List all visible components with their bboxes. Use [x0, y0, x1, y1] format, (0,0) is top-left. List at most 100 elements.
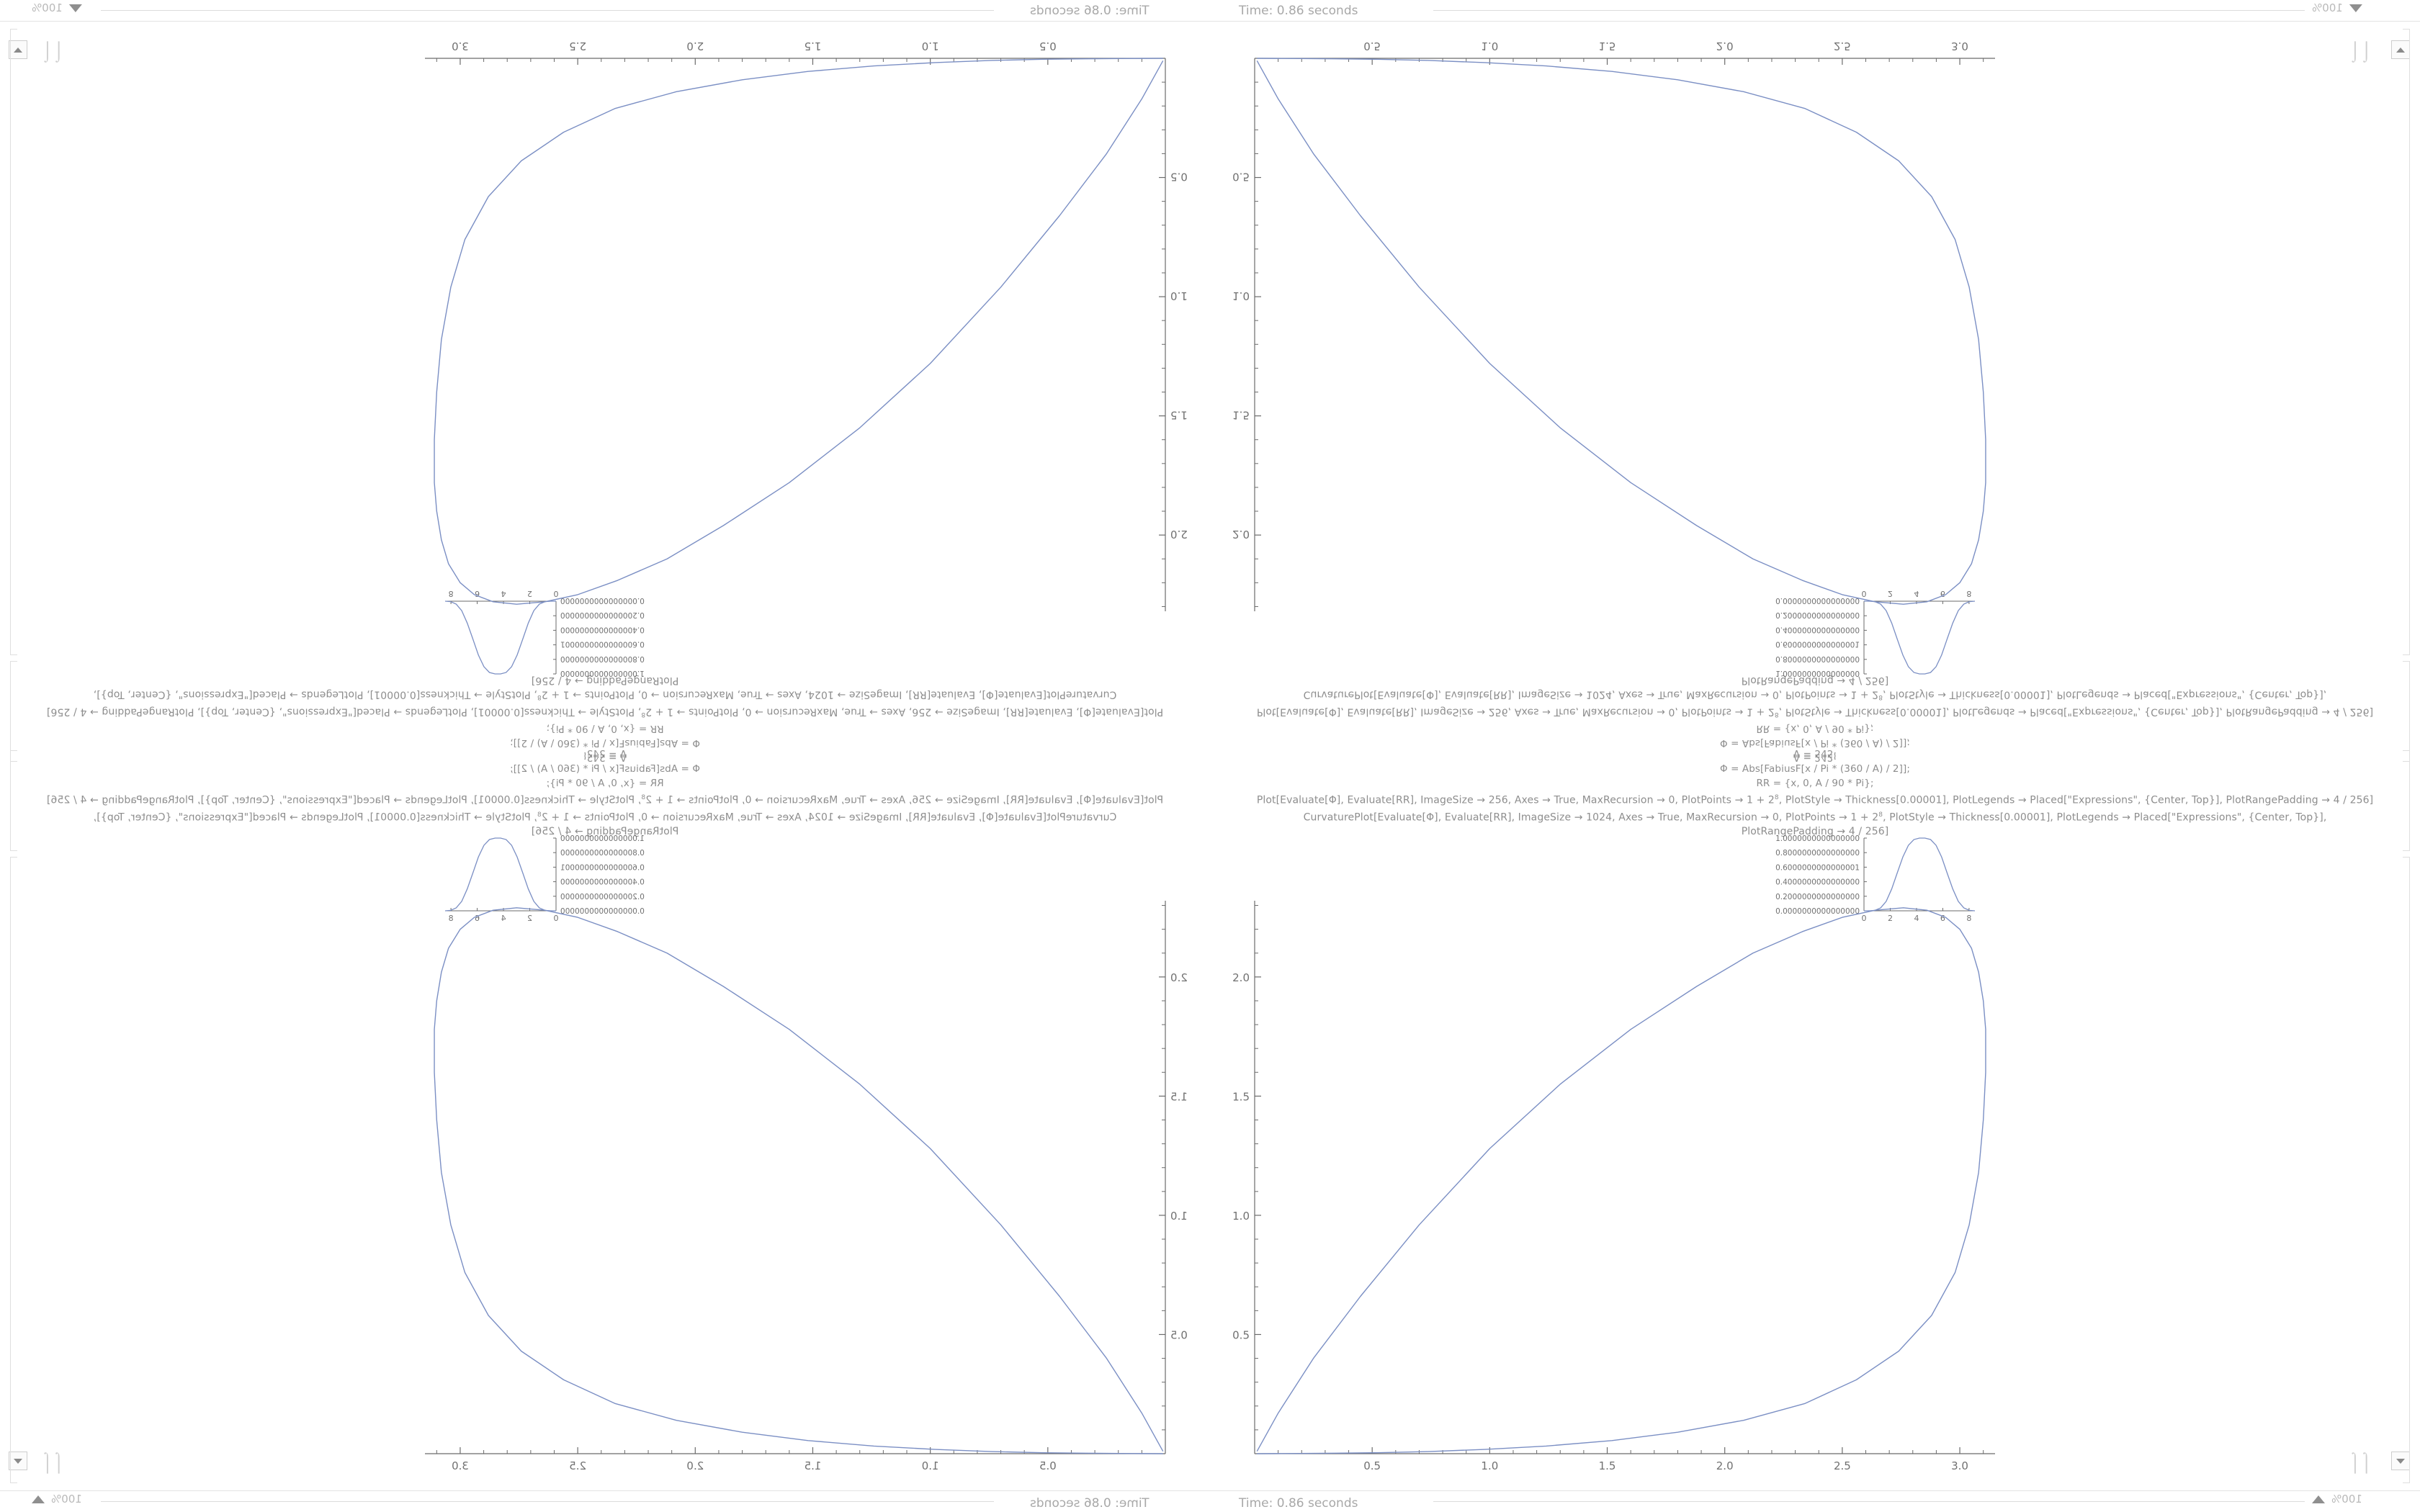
plot-y-tick-label: 1.5 — [1170, 409, 1188, 422]
inset-y-tick-label: 0.6000000000000001 — [560, 863, 645, 872]
triangle-up-icon[interactable] — [2312, 1495, 2325, 1503]
inset-x-tick-label: 8 — [1966, 914, 1971, 923]
inset-x-tick-label: 6 — [475, 914, 480, 923]
triangle-down-icon[interactable] — [14, 1458, 22, 1464]
zoom-control-bottom-left[interactable]: 100% — [32, 1493, 82, 1506]
top-chrome-bar: 100% Time: 0.86 seconds Time: 0.86 secon… — [0, 0, 2420, 22]
inset-x-tick-label: 0 — [554, 914, 559, 923]
curvature-loop-curve — [434, 907, 1164, 1454]
plot-y-tick-label: 0.5 — [1170, 1328, 1188, 1341]
plot-x-tick-label: 1.5 — [805, 1459, 822, 1472]
code-line-assign-rr: RR = {x, 0, A / 90 * Pi}; — [1756, 723, 1874, 734]
inset-fabius-plot: 0.0000000000000000 0.2000000000000000 0.40… — [439, 834, 706, 924]
inset-y-tick-label: 0.8000000000000000 — [560, 654, 645, 663]
inset-fabius-curve — [445, 837, 556, 912]
scroll-up-button-left[interactable] — [9, 40, 27, 59]
inset-x-tick-label: 2 — [527, 914, 532, 923]
triangle-down-icon[interactable] — [2396, 1458, 2405, 1464]
cell-bracket-top-right[interactable]: ⌡⌡ — [2349, 40, 2372, 61]
code-line-plot: Plot[Evaluate[Φ], Evaluate[RR], ImageSiz… — [1256, 794, 2374, 806]
zoom-level-label: 100% — [32, 1, 63, 14]
scroll-up-button-right[interactable] — [2391, 40, 2410, 59]
code-line-assign-a: A = 242; — [583, 749, 627, 760]
quadrant-top-left: A = 242; Φ = Abs[FabiusF[x / Pi * (360 /… — [0, 22, 1210, 770]
inset-y-tick-label: 1.0000000000000000 — [1775, 669, 1860, 678]
zoom-control-top-right[interactable]: 100% — [2312, 1, 2362, 14]
inset-y-tick-label: 0.8000000000000000 — [560, 849, 645, 858]
plot-y-tick-label: 0.5 — [1232, 171, 1250, 184]
chevron-down-icon[interactable] — [68, 4, 82, 12]
inset-x-tick-label: 2 — [527, 589, 532, 598]
scroll-down-button-right[interactable] — [2391, 1452, 2410, 1470]
inset-y-tick-label: 0.2000000000000000 — [1775, 611, 1860, 619]
inset-y-tick-label: 0.6000000000000001 — [560, 640, 645, 649]
plot-x-tick-label: 2.0 — [686, 40, 704, 53]
inset-y-tick-label: 0.4000000000000000 — [1775, 878, 1860, 887]
cell-bracket-top-left[interactable]: ⌡⌡ — [42, 40, 65, 61]
code-line-plot: Plot[Evaluate[Φ], Evaluate[RR], ImageSiz… — [46, 794, 1164, 806]
cell-bracket-output-1[interactable] — [2403, 750, 2410, 851]
cell-bracket-output-2[interactable] — [2403, 29, 2410, 655]
cell-bracket-output-2[interactable] — [10, 29, 17, 655]
code-cell[interactable]: A = 242; Φ = Abs[FabiusF[x / Pi * (360 /… — [1210, 747, 2420, 839]
inset-y-tick-label: 0.4000000000000000 — [560, 878, 645, 887]
inset-x-tick-label: 2 — [1888, 589, 1893, 598]
zoom-level-label: 100% — [51, 1493, 82, 1506]
inset-x-tick-label: 8 — [1966, 589, 1971, 598]
plot-x-tick-label: 0.5 — [1363, 1459, 1381, 1472]
triangle-up-icon[interactable] — [2396, 47, 2405, 53]
code-line-plotrangepadding: PlotRangePadding → 4 / 256] — [1741, 826, 1889, 838]
plot-x-tick-label: 3.0 — [1951, 40, 1968, 53]
inset-fabius-plot: 0.0000000000000000 0.2000000000000000 0.40… — [439, 588, 706, 678]
plot-x-tick-label: 1.0 — [922, 40, 939, 53]
code-line-curvatureplot: CurvaturePlot[Evaluate[Φ], Evaluate[RR],… — [93, 811, 1117, 824]
plot-y-tick-label: 1.0 — [1170, 289, 1188, 302]
plot-x-tick-label: 0.5 — [1363, 40, 1381, 53]
code-line-curvatureplot: CurvaturePlot[Evaluate[Φ], Evaluate[RR],… — [1303, 811, 2327, 824]
plot-x-tick-label: 1.5 — [805, 40, 822, 53]
plot-y-tick-label: 1.5 — [1232, 1090, 1250, 1103]
plot-y-tick-label: 2.0 — [1232, 528, 1250, 541]
plot-x-tick-label: 3.0 — [452, 40, 469, 53]
zoom-level-label: 100% — [2331, 1493, 2362, 1506]
curvature-loop-curve — [1256, 58, 1986, 605]
triangle-up-icon[interactable] — [14, 47, 22, 53]
inset-x-tick-label: 8 — [449, 589, 454, 598]
inset-y-tick-label: 0.2000000000000000 — [1775, 893, 1860, 901]
zoom-control-bottom-right[interactable]: 100% — [2312, 1493, 2362, 1506]
plot-x-tick-label: 2.5 — [569, 40, 586, 53]
inset-y-tick-label: 0.2000000000000000 — [560, 893, 645, 901]
plot-x-tick-label: 2.0 — [1716, 40, 1734, 53]
inset-y-tick-label: 0.0000000000000000 — [1775, 596, 1860, 605]
zoom-control-top-left[interactable]: 100% — [32, 1, 82, 14]
chevron-down-icon[interactable] — [2349, 4, 2362, 12]
inset-y-tick-label: 1.0000000000000000 — [560, 834, 645, 843]
plot-y-tick-label: 0.5 — [1170, 171, 1188, 184]
quadrant-bottom-left: A = 242; Φ = Abs[FabiusF[x / Pi * (360 /… — [0, 742, 1210, 1490]
inset-y-tick-label: 0.6000000000000001 — [1775, 863, 1860, 872]
cell-bracket-output-1[interactable] — [10, 750, 17, 851]
code-line-curvatureplot: CurvaturePlot[Evaluate[Φ], Evaluate[RR],… — [1303, 688, 2327, 701]
code-line-assign-rr: RR = {x, 0, A / 90 * Pi}; — [1756, 778, 1874, 789]
inset-x-tick-label: 0 — [1862, 914, 1867, 923]
bottom-chrome-bar: 100% Time: 0.86 seconds Time: 0.86 secon… — [0, 1490, 2420, 1512]
inset-y-tick-label: 0.4000000000000000 — [1775, 625, 1860, 634]
inset-y-tick-label: 0.0000000000000000 — [560, 596, 645, 605]
plot-x-tick-label: 1.5 — [1599, 40, 1616, 53]
scroll-down-button-left[interactable] — [9, 1452, 27, 1470]
cell-bracket-output-2[interactable] — [10, 857, 17, 1483]
plot-y-tick-label: 1.0 — [1232, 289, 1250, 302]
plot-x-tick-label: 3.0 — [452, 1459, 469, 1472]
triangle-up-icon[interactable] — [32, 1495, 45, 1503]
plot-y-tick-label: 1.0 — [1170, 1210, 1188, 1223]
inset-y-tick-label: 0.6000000000000001 — [1775, 640, 1860, 649]
curvature-loop-curve — [1256, 907, 1986, 1454]
cell-bracket-output-2[interactable] — [2403, 857, 2410, 1483]
inset-y-tick-label: 0.0000000000000000 — [560, 907, 645, 916]
inset-x-tick-label: 4 — [501, 914, 506, 923]
divider-left — [101, 1501, 994, 1502]
curvature-loop-curve — [434, 58, 1164, 605]
code-cell[interactable]: A = 242; Φ = Abs[FabiusF[x / Pi * (360 /… — [0, 747, 1210, 839]
divider-right — [1433, 10, 2305, 11]
inset-x-tick-label: 6 — [1940, 589, 1945, 598]
